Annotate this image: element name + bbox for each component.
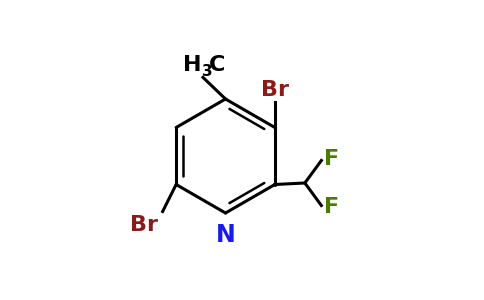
Text: F: F [324,197,339,217]
Text: F: F [324,149,339,169]
Text: Br: Br [130,214,158,235]
Text: N: N [216,224,235,248]
Text: 3: 3 [202,64,213,79]
Text: C: C [209,55,225,75]
Text: H: H [183,55,201,75]
Text: Br: Br [261,80,289,100]
